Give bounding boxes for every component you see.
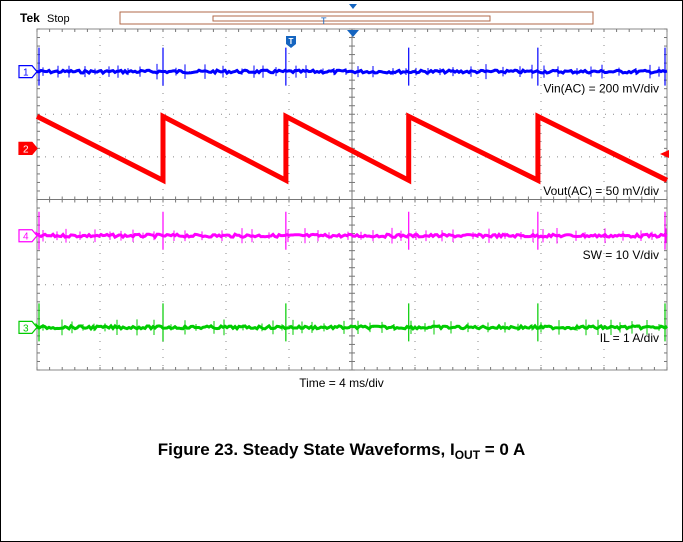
scope-screen [36, 28, 668, 371]
svg-text:T: T [289, 37, 294, 46]
channel-marker-ch1 [18, 65, 38, 79]
figure-caption: Figure 23. Steady State Waveforms, IOUT … [157, 440, 526, 462]
waveform-traces [35, 47, 669, 342]
channel-number-ch2: 2 [23, 144, 29, 155]
channel-marker-ch2 [18, 141, 38, 155]
channel-marker-ch3 [18, 320, 38, 334]
channel-label-ch3: IL = 1 A/div [600, 331, 659, 345]
channel-marker-ch4 [18, 229, 38, 243]
oscilloscope-display: Tek Stop T Vin(AC) = 200 mV/div Vout(AC) … [18, 4, 669, 371]
record-pointer-icon [349, 4, 357, 9]
record-window [212, 15, 491, 22]
record-length-bar [119, 11, 594, 25]
trigger-time-icon [286, 36, 296, 48]
trigger-position-icon: T [321, 16, 327, 26]
waveform-ch3 [35, 322, 669, 332]
trigger-level-icon [660, 150, 669, 158]
trigger-point-icon [347, 30, 359, 37]
channel-label-ch1: Vin(AC) = 200 mV/div [544, 82, 660, 96]
channel-markers: 1 2 4 3 [18, 65, 38, 334]
brand-label: Tek [20, 11, 40, 25]
waveform-ch1 [35, 68, 668, 76]
channel-label-ch4: SW = 10 V/div [583, 248, 659, 262]
channel-label-ch2: Vout(AC) = 50 mV/div [543, 184, 659, 198]
channel-number-ch1: 1 [23, 68, 29, 79]
channel-labels: Vin(AC) = 200 mV/div Vout(AC) = 50 mV/div… [543, 82, 659, 345]
channel-number-ch4: 4 [23, 232, 29, 243]
channel-number-ch3: 3 [23, 323, 29, 334]
acquisition-status: Stop [47, 13, 70, 25]
waveform-ch4 [35, 231, 668, 240]
timebase-label: Time = 4 ms/div [299, 376, 384, 390]
